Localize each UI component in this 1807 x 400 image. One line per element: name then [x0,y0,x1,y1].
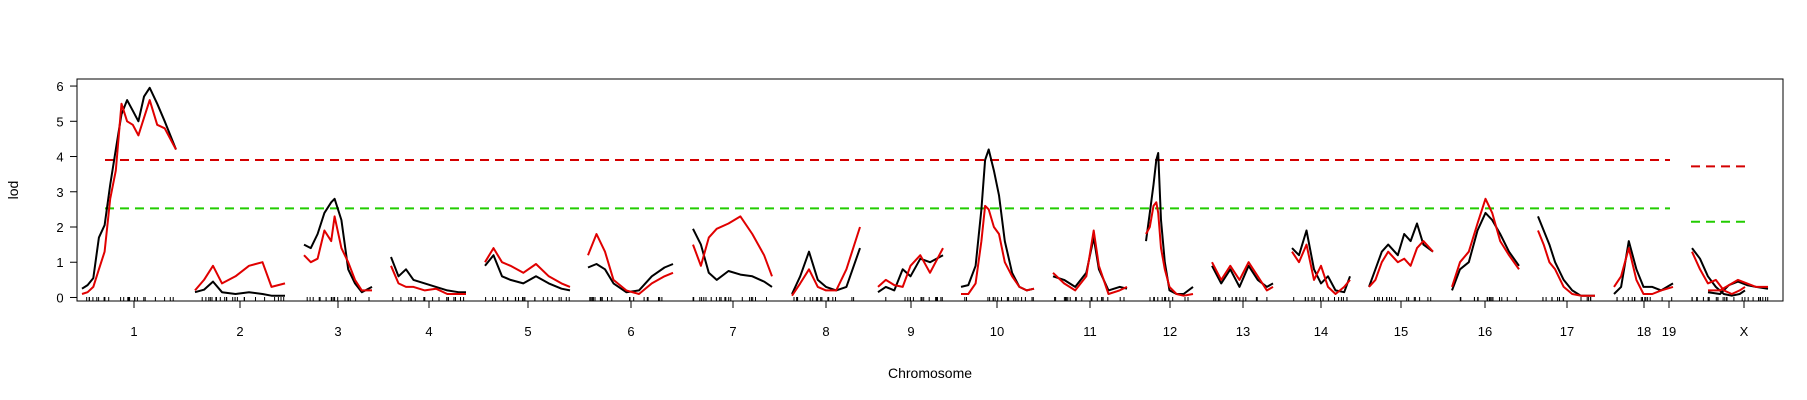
x-axis: 1 2 3 4 5 6 7 8 9 10 11 12 13 14 15 16 17 18 19 X [130,301,1749,339]
y-tick-label: 2 [56,220,63,235]
chromosome-label: 17 [1560,324,1574,339]
lod-curve-red-chr16 [1451,197,1520,288]
lod-curve-red-chr18 [1613,247,1674,295]
lod-curve-red-chr2 [194,261,286,292]
lod-curve-black-chr5 [484,254,571,292]
chromosome-label: 7 [729,324,736,339]
lod-curve-black-chr16 [1451,211,1520,291]
chromosome-label: 10 [990,324,1004,339]
lod-curve-black-chr4 [390,256,466,294]
lod-curve-red-chr5 [484,247,571,288]
lod-curve-black-chr8 [791,247,861,295]
chromosome-label: 15 [1394,324,1408,339]
chromosome-label: 11 [1083,324,1097,339]
lod-curve-black-chr18 [1613,240,1674,295]
chromosome-label: 6 [627,324,634,339]
chromosome-label: X [1740,324,1749,339]
chromosome-label: 1 [130,324,137,339]
lod-curve-red-chr4 [390,265,466,295]
series-lines [81,86,1769,297]
y-tick-label: 3 [56,185,63,200]
lod-curve-black-chr3 [303,197,373,294]
chromosome-label: 4 [425,324,432,339]
lod-curve-red-chr6 [587,233,674,295]
threshold-lines [105,159,1751,223]
lod-curve-black-chr15 [1368,222,1434,288]
lod-curve-black-chr12 [1145,152,1194,295]
chromosome-label: 18 [1637,324,1651,339]
chromosome-label: 2 [236,324,243,339]
lod-curve-red-chrX [1708,278,1768,292]
lod-curve-red-chr8 [791,226,861,297]
lod-curve-red-chr11 [1052,229,1128,295]
x-axis-title: Chromosome [888,365,972,381]
chromosome-label: 8 [822,324,829,339]
chromosome-label: 13 [1236,324,1250,339]
lod-curve-black-chr7 [692,228,773,288]
lod-curve-black-chr19 [1691,247,1746,297]
y-tick-label: 0 [56,290,63,305]
lod-curve-red-chr7 [692,215,773,277]
chromosome-label: 19 [1662,324,1676,339]
y-tick-label: 4 [56,150,63,165]
y-tick-label: 1 [56,255,63,270]
lod-curve-red-chr3 [303,215,372,292]
lod-curve-black-chr10 [960,148,1035,292]
lod-curve-black-chr9 [877,254,944,294]
lod-curve-red-chr1 [81,99,177,295]
chromosome-label: 3 [334,324,341,339]
y-axis-title: lod [5,181,21,200]
lod-curve-red-chr9 [877,247,944,288]
lod-curve-black-chr1 [81,86,177,290]
lod-curve-black-chr14 [1291,229,1351,294]
lod-curve-red-chr12 [1145,201,1194,297]
chromosome-label: 5 [524,324,531,339]
chromosome-label: 16 [1478,324,1492,339]
lod-curve-black-chr11 [1052,236,1128,292]
marker-rug [86,297,1769,301]
plot-frame [76,78,1784,302]
lod-curve-red-chr13 [1211,261,1274,292]
lod-curve-red-chr17 [1537,230,1595,297]
chromosome-label: 9 [907,324,914,339]
lod-curve-black-chr2 [194,280,285,297]
lod-curve-red-chr19 [1691,251,1746,295]
y-tick-label: 6 [56,79,63,94]
y-tick-label: 5 [56,114,63,129]
lod-curve-red-chr10 [961,204,1035,295]
y-axis: 0 1 2 3 4 5 6 [56,79,78,305]
lod-curve-black-chr6 [587,263,674,294]
lod-curve-red-chr14 [1291,243,1351,295]
lod-curve-black-chr13 [1211,264,1274,288]
chromosome-label: 12 [1163,324,1177,339]
chromosome-label: 14 [1314,324,1328,339]
lod-curve-red-chr15 [1368,240,1434,288]
